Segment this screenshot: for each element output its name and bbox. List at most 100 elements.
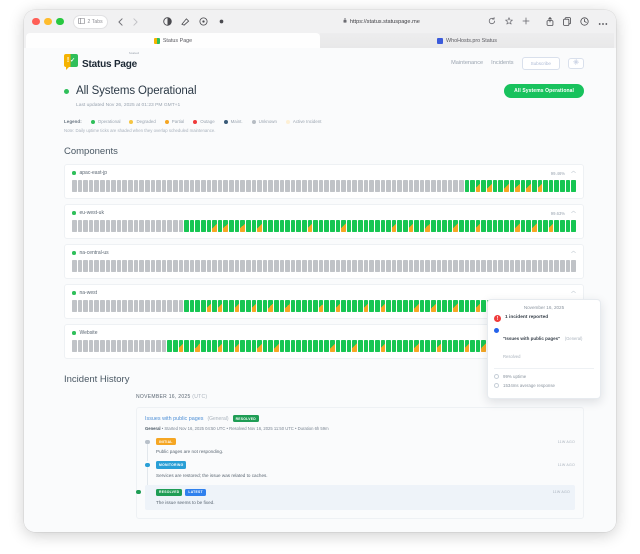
uptime-bar[interactable]: [531, 260, 537, 272]
uptime-bar[interactable]: [273, 300, 279, 312]
uptime-bar[interactable]: [72, 300, 77, 312]
uptime-bar[interactable]: [273, 220, 279, 232]
uptime-bar[interactable]: [251, 340, 257, 352]
uptime-bar[interactable]: [363, 180, 369, 192]
uptime-bar[interactable]: [436, 180, 442, 192]
uptime-bar[interactable]: [436, 260, 442, 272]
uptime-bar[interactable]: [481, 260, 487, 272]
uptime-bar[interactable]: [245, 220, 251, 232]
uptime-bar[interactable]: [251, 300, 257, 312]
browser-tab-whohosts[interactable]: WhoHosts.pro Status: [320, 33, 614, 48]
uptime-bar[interactable]: [206, 180, 212, 192]
uptime-bar[interactable]: [459, 340, 464, 352]
uptime-bar[interactable]: [520, 260, 526, 272]
uptime-bar[interactable]: [425, 220, 430, 232]
uptime-bar[interactable]: [77, 220, 83, 232]
uptime-bar[interactable]: [431, 300, 436, 312]
uptime-bar[interactable]: [425, 340, 430, 352]
uptime-bar[interactable]: [128, 180, 133, 192]
uptime-bar[interactable]: [414, 180, 419, 192]
browser-tab-status-page[interactable]: Status Page: [26, 33, 320, 48]
uptime-bar[interactable]: [515, 220, 520, 232]
uptime-bar[interactable]: [285, 180, 290, 192]
uptime-bar[interactable]: [341, 300, 346, 312]
uptime-bar[interactable]: [285, 340, 290, 352]
uptime-bar[interactable]: [189, 300, 195, 312]
uptime-bar[interactable]: [301, 220, 307, 232]
uptime-bar[interactable]: [262, 220, 268, 232]
uptime-bar[interactable]: [223, 220, 229, 232]
uptime-bar[interactable]: [122, 220, 128, 232]
uptime-bar[interactable]: [487, 260, 492, 272]
uptime-bar[interactable]: [195, 260, 201, 272]
uptime-bar[interactable]: [83, 260, 88, 272]
uptime-bar[interactable]: [229, 180, 234, 192]
uptime-bar[interactable]: [459, 180, 464, 192]
uptime-bar[interactable]: [240, 220, 245, 232]
uptime-bar[interactable]: [217, 220, 223, 232]
uptime-bar[interactable]: [116, 300, 122, 312]
uptime-bar[interactable]: [313, 220, 318, 232]
uptime-bar[interactable]: [245, 180, 251, 192]
uptime-bar[interactable]: [464, 220, 470, 232]
uptime-bar[interactable]: [116, 260, 122, 272]
uptime-bar[interactable]: [492, 260, 498, 272]
uptime-bar[interactable]: [498, 180, 503, 192]
uptime-bar[interactable]: [531, 180, 537, 192]
uptime-bar[interactable]: [464, 300, 470, 312]
uptime-bar[interactable]: [554, 260, 560, 272]
uptime-bar[interactable]: [83, 300, 88, 312]
uptime-bar[interactable]: [391, 180, 397, 192]
uptime-bar[interactable]: [83, 340, 88, 352]
uptime-bar[interactable]: [386, 220, 391, 232]
uptime-bar[interactable]: [279, 260, 285, 272]
uptime-bar[interactable]: [330, 260, 335, 272]
uptime-bar[interactable]: [324, 260, 330, 272]
uptime-bar[interactable]: [111, 260, 116, 272]
incident-title-link[interactable]: Issues with public pages: [145, 415, 204, 422]
uptime-bar[interactable]: [201, 220, 206, 232]
uptime-bar[interactable]: [184, 180, 189, 192]
uptime-bar[interactable]: [436, 300, 442, 312]
uptime-bar[interactable]: [498, 260, 503, 272]
uptime-bar[interactable]: [464, 340, 470, 352]
uptime-bar[interactable]: [88, 300, 94, 312]
uptime-bar[interactable]: [503, 220, 509, 232]
uptime-bar[interactable]: [178, 180, 184, 192]
uptime-bar[interactable]: [128, 340, 133, 352]
uptime-bar[interactable]: [447, 340, 453, 352]
uptime-bar[interactable]: [167, 300, 172, 312]
uptime-bar[interactable]: [144, 180, 150, 192]
uptime-bar[interactable]: [100, 340, 105, 352]
uptime-bar[interactable]: [380, 300, 386, 312]
uptime-bar[interactable]: [257, 220, 262, 232]
uptime-bar[interactable]: [212, 340, 217, 352]
subscribe-button[interactable]: Subscribe: [521, 56, 560, 70]
uptime-bar[interactable]: [94, 260, 100, 272]
uptime-bar[interactable]: [453, 260, 459, 272]
uptime-bar[interactable]: [172, 340, 178, 352]
reload-icon[interactable]: [488, 16, 496, 27]
uptime-bar[interactable]: [374, 180, 380, 192]
puzzle-icon[interactable]: [199, 17, 209, 27]
uptime-bar[interactable]: [285, 220, 290, 232]
uptime-bar[interactable]: [167, 220, 172, 232]
uptime-bar[interactable]: [335, 260, 341, 272]
chevron-down-icon[interactable]: [571, 170, 576, 176]
uptime-bar[interactable]: [402, 260, 408, 272]
uptime-bar[interactable]: [346, 300, 352, 312]
uptime-bar[interactable]: [318, 300, 324, 312]
uptime-bar[interactable]: [554, 220, 560, 232]
uptime-bar[interactable]: [515, 260, 520, 272]
uptime-bar[interactable]: [240, 180, 245, 192]
uptime-bar[interactable]: [229, 300, 234, 312]
uptime-bar[interactable]: [229, 340, 234, 352]
uptime-bar[interactable]: [509, 260, 515, 272]
uptime-bar[interactable]: [470, 220, 475, 232]
uptime-bar[interactable]: [475, 260, 481, 272]
uptime-bar[interactable]: [492, 220, 498, 232]
uptime-bar[interactable]: [178, 220, 184, 232]
uptime-bar[interactable]: [201, 340, 206, 352]
uptime-bar[interactable]: [419, 220, 425, 232]
uptime-bar[interactable]: [391, 260, 397, 272]
